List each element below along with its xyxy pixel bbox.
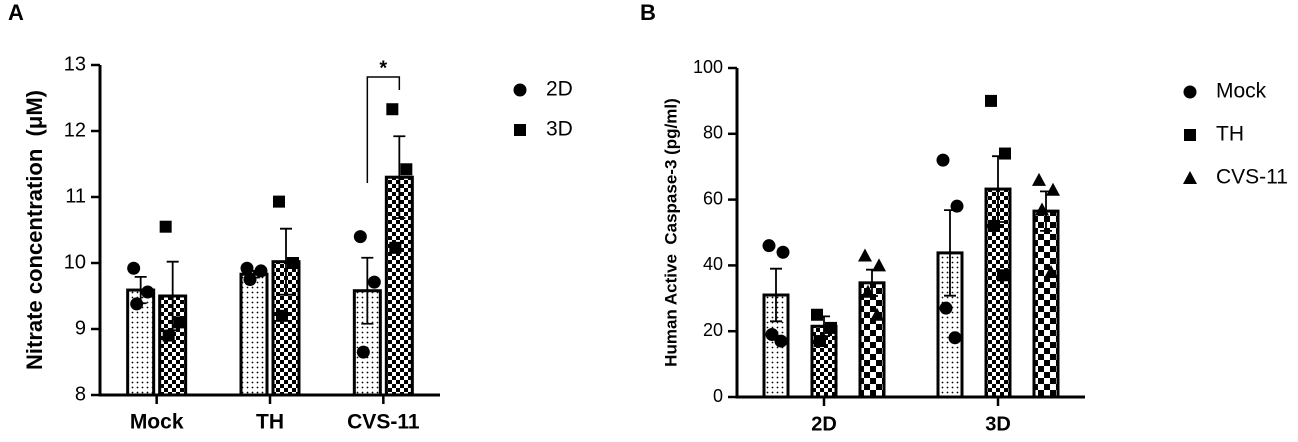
x-tick-label: Mock — [130, 411, 184, 434]
data-point — [762, 239, 776, 253]
data-point — [765, 327, 779, 341]
y-tick-label: 80 — [703, 123, 723, 143]
axes — [98, 65, 440, 397]
data-point — [939, 301, 953, 315]
data-point — [950, 199, 964, 213]
data-point — [273, 195, 285, 208]
data-point — [287, 257, 299, 269]
y-tick-label: 11 — [65, 185, 86, 207]
legend-label: Mock — [1216, 80, 1267, 103]
panel-label: A — [8, 0, 24, 25]
legend-label: TH — [1216, 123, 1244, 146]
error-bar — [361, 256, 374, 325]
panel-label: B — [640, 0, 656, 25]
data-point — [243, 273, 257, 286]
data-point — [127, 261, 141, 275]
data-point — [776, 245, 790, 259]
legend-label: CVS-11 — [1216, 166, 1288, 189]
data-point — [159, 220, 172, 233]
data-point — [811, 308, 823, 321]
data-point — [130, 297, 144, 311]
error-bar — [770, 267, 782, 323]
data-point — [173, 316, 186, 329]
y-tick-label: 20 — [703, 320, 723, 340]
y-tick-label: 40 — [703, 254, 723, 274]
data-point — [858, 248, 872, 262]
y-axis-label: Human Active Caspase-3 (pg/ml) — [661, 98, 680, 367]
data-point — [386, 103, 399, 116]
data-point — [774, 334, 788, 348]
data-point — [861, 284, 875, 298]
y-tick-label: 8 — [75, 383, 86, 405]
data-point — [936, 153, 950, 167]
significance-label: * — [379, 57, 387, 79]
error-bar — [393, 135, 406, 220]
y-tick-label: 0 — [713, 386, 723, 406]
data-point — [999, 147, 1011, 160]
x-tick-label: 3D — [985, 413, 1011, 435]
data-point — [870, 307, 884, 321]
y-tick-label: 13 — [64, 53, 86, 75]
data-point — [872, 258, 886, 272]
legend-marker — [1184, 129, 1196, 141]
data-point — [356, 345, 370, 359]
legend-label: 3D — [546, 118, 573, 141]
data-point — [997, 269, 1009, 282]
data-point — [1032, 172, 1046, 186]
data-point — [985, 94, 997, 107]
data-point — [353, 230, 367, 244]
y-tick-label: 10 — [64, 251, 86, 273]
bar — [239, 272, 269, 397]
x-tick-label: TH — [256, 411, 284, 434]
y-tick-label: 12 — [64, 119, 86, 141]
y-tick-label: 9 — [75, 317, 86, 339]
data-point — [162, 329, 175, 342]
data-point — [988, 219, 1000, 232]
legend-label: 2D — [546, 78, 573, 101]
legend-marker — [1183, 85, 1197, 99]
data-point — [389, 241, 402, 254]
y-axis-label: Nitrate concentration (μM) — [22, 90, 47, 370]
data-point — [276, 309, 288, 322]
bar — [858, 281, 886, 399]
legend-marker — [513, 83, 527, 97]
legend-marker — [1183, 171, 1197, 184]
data-point — [1044, 264, 1058, 278]
y-tick-label: 100 — [693, 57, 723, 77]
bar — [1032, 209, 1060, 399]
legend-marker — [514, 124, 526, 136]
y-tick-label: 60 — [703, 188, 723, 208]
x-tick-label: CVS-11 — [347, 411, 420, 434]
x-tick-label: 2D — [811, 413, 837, 435]
data-point — [240, 261, 254, 275]
data-point — [814, 335, 826, 348]
data-point — [1046, 182, 1060, 196]
axes — [735, 68, 1085, 399]
data-point — [1035, 202, 1049, 216]
data-point — [367, 275, 381, 289]
data-point — [254, 264, 268, 278]
error-bar — [280, 227, 292, 296]
significance-bracket — [366, 76, 401, 183]
data-point — [825, 321, 837, 334]
data-point — [948, 331, 962, 345]
data-point — [141, 285, 155, 299]
data-point — [400, 163, 413, 176]
